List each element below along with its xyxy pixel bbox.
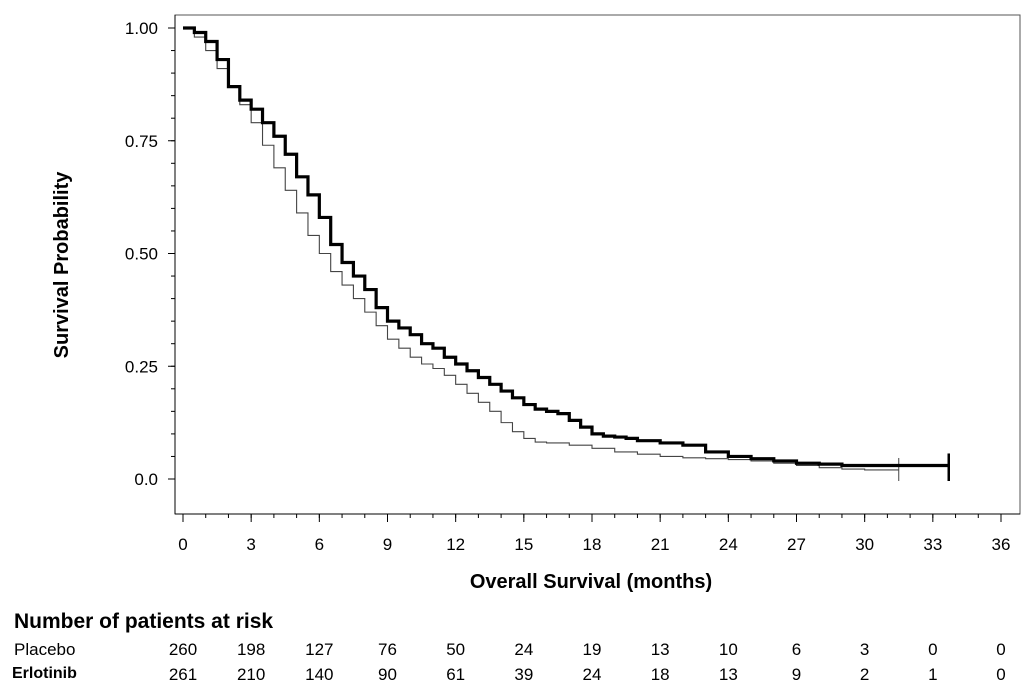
x-tick-label: 24 xyxy=(719,535,738,554)
risk-cell: 2 xyxy=(859,665,870,684)
risk-row-label-placebo: Placebo xyxy=(14,640,76,659)
x-tick-label: 15 xyxy=(514,535,533,554)
plot-frame xyxy=(174,14,1021,515)
risk-cell: 127 xyxy=(305,640,334,659)
y-axis: 0.0 0.25 0.50 0.75 1.00 xyxy=(125,15,176,514)
risk-cell: 39 xyxy=(514,665,534,684)
risk-table-title: Number of patients at risk xyxy=(14,610,274,633)
risk-cell: 3 xyxy=(859,640,870,659)
risk-cell: 0 xyxy=(996,640,1006,659)
y-tick-label: 0.50 xyxy=(125,245,158,264)
y-axis-title: Survival Probability xyxy=(51,171,73,359)
x-tick-label: 27 xyxy=(787,535,806,554)
y-tick-label: 1.00 xyxy=(125,19,158,38)
risk-cell: 18 xyxy=(650,665,670,684)
x-tick-label: 33 xyxy=(923,535,942,554)
y-tick-label: 0.25 xyxy=(125,357,158,376)
x-tick-label: 3 xyxy=(246,535,255,554)
risk-cell: 1 xyxy=(928,665,938,684)
risk-cell: 10 xyxy=(718,640,738,659)
series-layer xyxy=(183,26,950,481)
x-tick-label: 12 xyxy=(446,535,465,554)
x-tick-label: 6 xyxy=(315,535,324,554)
risk-cell: 61 xyxy=(446,665,466,684)
x-tick-label: 21 xyxy=(651,535,670,554)
y-tick-label: 0.75 xyxy=(125,132,158,151)
risk-cell: 13 xyxy=(650,640,670,659)
risk-cell: 13 xyxy=(718,665,738,684)
risk-row-label-erlotinib: Erlotinib xyxy=(12,665,77,682)
risk-cell: 90 xyxy=(378,665,397,684)
y-tick-label: 0.0 xyxy=(134,470,158,489)
risk-cell: 24 xyxy=(514,640,534,659)
risk-cell: 50 xyxy=(446,640,466,659)
risk-cell: 198 xyxy=(236,640,266,659)
x-axis-title: Overall Survival (months) xyxy=(470,571,712,593)
risk-cell: 9 xyxy=(791,665,802,684)
risk-cell: 76 xyxy=(378,640,397,659)
x-tick-label: 36 xyxy=(992,535,1011,554)
series-line-placebo xyxy=(183,27,899,471)
risk-cell: 0 xyxy=(996,665,1006,684)
series-line-erlotinib xyxy=(183,26,949,468)
x-tick-label: 0 xyxy=(178,535,187,554)
risk-cell: 24 xyxy=(582,665,602,684)
risk-cell: 260 xyxy=(168,640,198,659)
x-axis: 0 3 6 9 12 15 18 21 24 27 30 33 36 xyxy=(175,513,1020,554)
risk-cell: 261 xyxy=(168,665,198,684)
x-tick-label: 30 xyxy=(855,535,874,554)
risk-cell: 140 xyxy=(305,665,334,684)
risk-cell: 210 xyxy=(236,665,266,684)
x-tick-label: 18 xyxy=(583,535,602,554)
risk-cell: 19 xyxy=(582,640,602,659)
risk-cell: 0 xyxy=(928,640,938,659)
risk-cell: 6 xyxy=(791,640,802,659)
x-tick-label: 9 xyxy=(383,535,392,554)
survival-chart: 0.00.250.500.751.00 0 3 6 9 12 15 18 21 24 27 30 33… xyxy=(51,14,1021,593)
